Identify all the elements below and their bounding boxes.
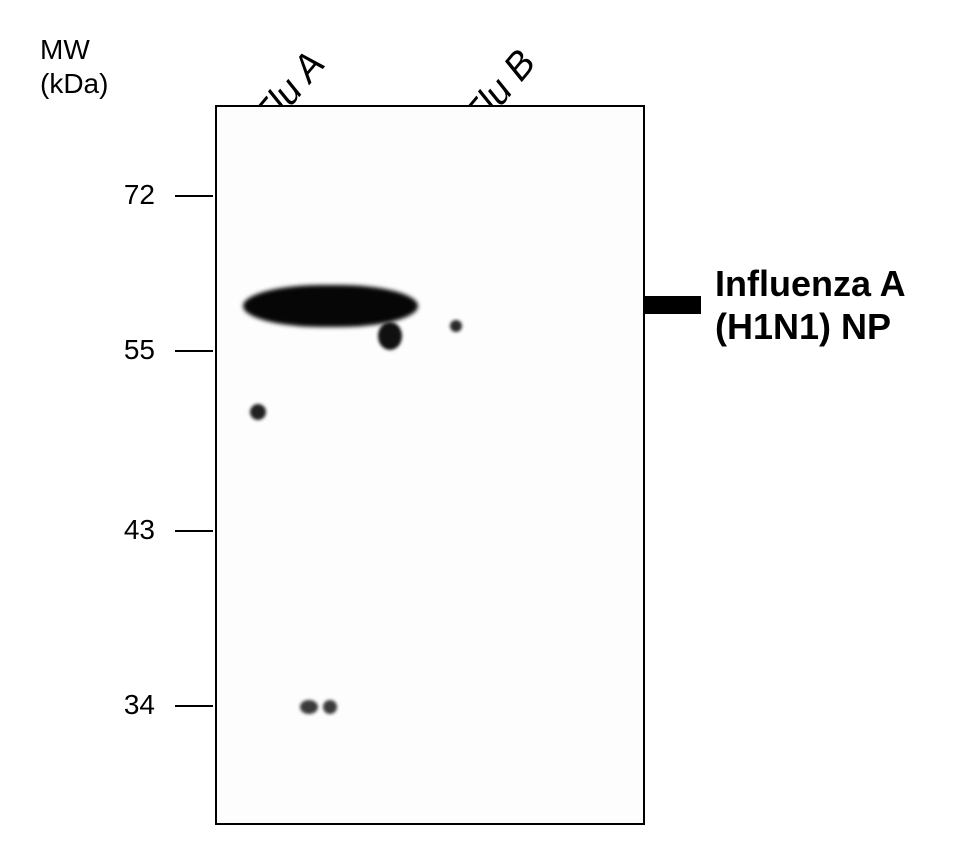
band-spot-3: [450, 320, 462, 332]
mw-marker-72: 72: [95, 179, 155, 211]
band-flu-a-main: [243, 285, 418, 327]
result-label: Influenza A (H1N1) NP: [715, 262, 906, 348]
mw-tick-34: [175, 705, 213, 707]
mw-marker-label: 43: [124, 514, 155, 545]
result-label-line1: Influenza A: [715, 263, 906, 304]
blot-figure: MW (kDa) Flu A Flu B 72 55 43 34 Influen…: [0, 0, 980, 860]
mw-marker-55: 55: [95, 334, 155, 366]
band-spot-5: [323, 700, 337, 714]
mw-tick-72: [175, 195, 213, 197]
mw-tick-43: [175, 530, 213, 532]
mw-marker-34: 34: [95, 689, 155, 721]
result-pointer: [645, 296, 701, 314]
mw-axis-title: MW (kDa): [40, 33, 108, 100]
band-spot-2: [250, 404, 266, 420]
mw-title-line2: (kDa): [40, 68, 108, 99]
mw-title-line1: MW: [40, 34, 90, 65]
mw-marker-label: 72: [124, 179, 155, 210]
result-label-line2: (H1N1) NP: [715, 306, 891, 347]
mw-marker-43: 43: [95, 514, 155, 546]
mw-marker-label: 55: [124, 334, 155, 365]
band-spot-1: [378, 322, 402, 350]
blot-membrane: [215, 105, 645, 825]
band-spot-4: [300, 700, 318, 714]
mw-marker-label: 34: [124, 689, 155, 720]
mw-tick-55: [175, 350, 213, 352]
